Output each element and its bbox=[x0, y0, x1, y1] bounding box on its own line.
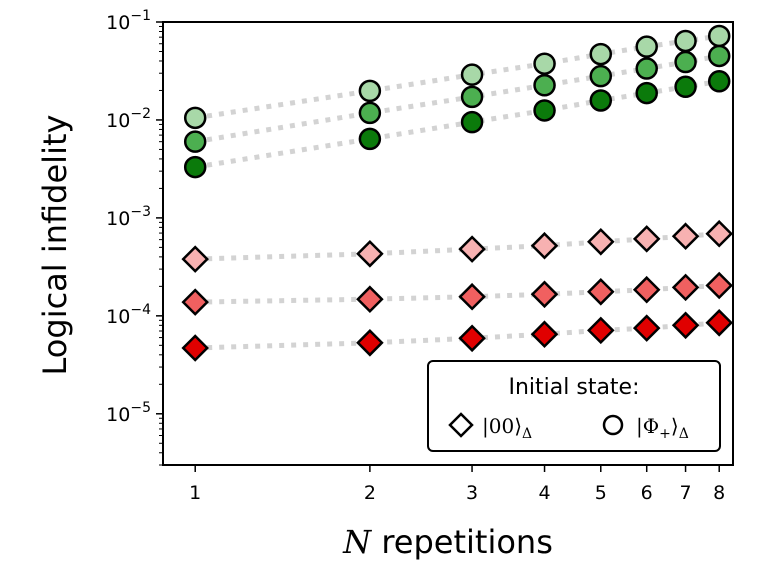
circle-point bbox=[635, 81, 658, 105]
legend-diamond-marker bbox=[448, 412, 474, 438]
diamond-point bbox=[356, 285, 384, 313]
y-tick-label: 10−2 bbox=[106, 106, 151, 132]
legend-label-phi-close: ⟩ bbox=[671, 414, 679, 438]
diamond-point bbox=[530, 320, 559, 348]
diamond-point bbox=[632, 314, 661, 342]
circle-point bbox=[589, 42, 613, 66]
y-tick-label: 10−3 bbox=[106, 204, 151, 230]
diamond-point bbox=[705, 219, 733, 248]
legend-label-phi-subscript: Δ bbox=[679, 426, 689, 442]
x-tick-label: 5 bbox=[595, 482, 607, 504]
diamond-point bbox=[181, 245, 209, 273]
series-connector-1 bbox=[194, 53, 720, 145]
circle-point bbox=[183, 106, 207, 130]
circle-point bbox=[358, 79, 382, 103]
circle-point bbox=[674, 50, 697, 74]
diamond-point bbox=[587, 316, 615, 345]
x-tick-label: 8 bbox=[713, 482, 725, 504]
circle-point bbox=[674, 75, 697, 99]
diamond-point bbox=[587, 228, 615, 256]
diamond-point bbox=[632, 225, 661, 253]
x-tick-label: 2 bbox=[364, 482, 376, 504]
circle-point bbox=[358, 127, 382, 151]
x-axis-label: N repetitions bbox=[342, 523, 553, 561]
legend-label-00-subscript: Δ bbox=[522, 426, 532, 442]
circle-point bbox=[460, 85, 484, 109]
circle-point bbox=[707, 44, 731, 68]
diamond-point bbox=[530, 280, 559, 309]
x-axis-label-text: repetitions bbox=[371, 523, 553, 561]
series-connector-0 bbox=[194, 33, 720, 121]
legend-label-00: |00⟩Δ bbox=[482, 414, 532, 442]
x-tick-label: 3 bbox=[466, 482, 478, 504]
diamond-point bbox=[181, 334, 209, 362]
diamond-point bbox=[671, 273, 700, 302]
x-axis-label-variable: N bbox=[342, 523, 372, 561]
legend-circle-marker bbox=[602, 414, 624, 436]
circle-point bbox=[635, 57, 658, 80]
circle-point bbox=[707, 70, 731, 93]
y-tick-label: 10−1 bbox=[106, 8, 151, 34]
circle-point bbox=[707, 24, 731, 48]
x-tick-label: 1 bbox=[189, 482, 201, 504]
diamond-point bbox=[181, 288, 209, 316]
legend-title: Initial state: bbox=[508, 375, 639, 400]
diamond-point bbox=[705, 309, 733, 337]
circle-point bbox=[460, 110, 484, 134]
diamond-point bbox=[705, 271, 733, 300]
legend-label-phi-plus: + bbox=[659, 426, 671, 442]
diamond-point bbox=[458, 235, 486, 263]
diamond-point bbox=[356, 329, 384, 357]
circle-point bbox=[589, 89, 613, 112]
data-markers bbox=[181, 24, 733, 362]
circle-point bbox=[183, 155, 207, 179]
plot-border bbox=[162, 21, 734, 466]
circle-point bbox=[635, 35, 658, 58]
diamond-point bbox=[587, 278, 615, 306]
y-tick-label: 10−4 bbox=[106, 302, 151, 328]
diamond-point bbox=[632, 275, 661, 304]
diamond-point bbox=[671, 222, 700, 250]
axis-ticks: 1 2 3 4 5 6 7 8 10−5 10−4 10−3 10−2 10−1 bbox=[106, 8, 725, 504]
legend-label-00-ket: |00⟩ bbox=[482, 414, 522, 439]
circle-point bbox=[533, 99, 556, 122]
y-axis-label: Logical infidelity bbox=[36, 115, 74, 376]
circle-point bbox=[358, 101, 382, 125]
diamond-point bbox=[458, 282, 486, 311]
legend-box bbox=[427, 360, 721, 452]
circle-point bbox=[589, 64, 613, 88]
series-connector-2 bbox=[194, 78, 720, 170]
x-tick-label: 7 bbox=[680, 482, 692, 504]
circle-point bbox=[674, 29, 697, 53]
circle-point bbox=[460, 63, 484, 86]
diamond-point bbox=[671, 311, 700, 340]
legend: Initial state: |00⟩Δ |Φ+⟩Δ bbox=[427, 360, 721, 452]
circle-point bbox=[533, 74, 556, 97]
legend-label-phi-ket: |Φ bbox=[636, 414, 659, 439]
diamond-point bbox=[458, 324, 486, 353]
diamond-point bbox=[356, 240, 384, 268]
y-tick-label: 10−5 bbox=[106, 400, 151, 426]
circle-point bbox=[533, 52, 556, 75]
circle-point bbox=[183, 130, 207, 153]
x-tick-label: 4 bbox=[538, 482, 550, 504]
legend-label-phi: |Φ+⟩Δ bbox=[636, 414, 689, 442]
x-tick-label: 6 bbox=[641, 482, 653, 504]
diamond-point bbox=[530, 231, 559, 260]
